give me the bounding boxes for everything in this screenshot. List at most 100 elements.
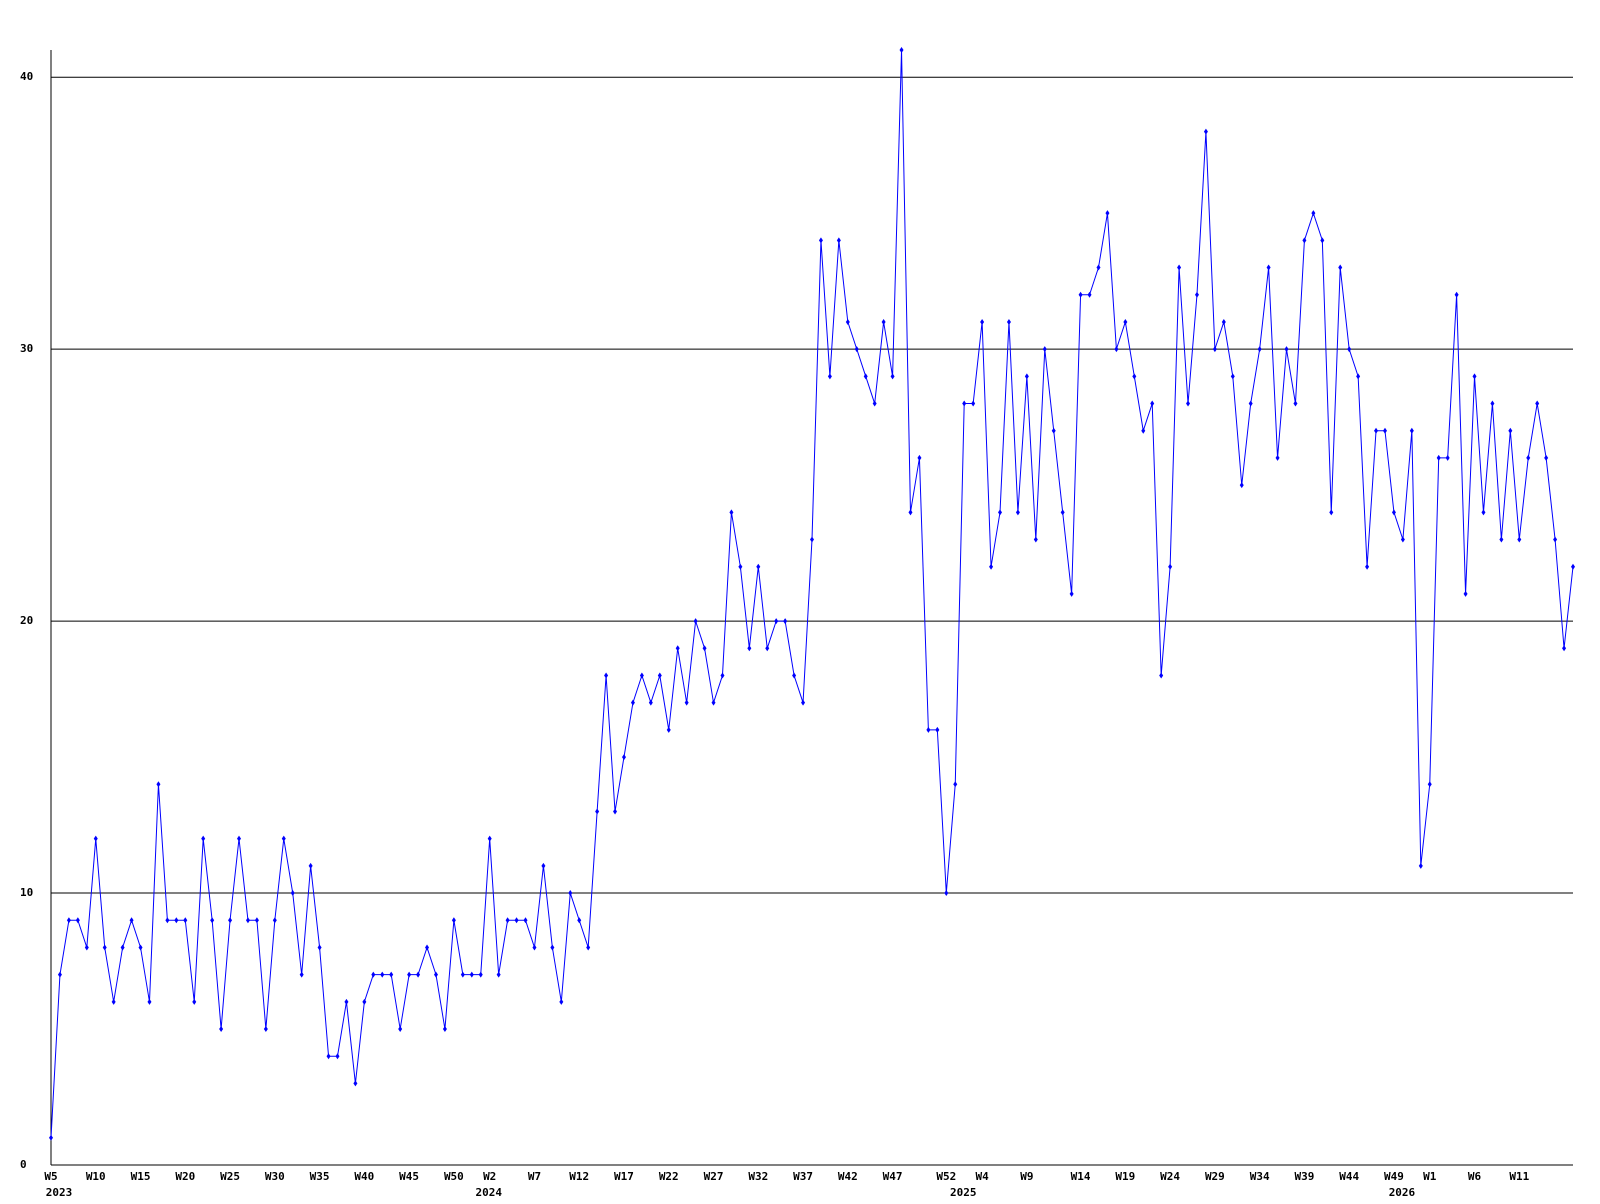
data-point (630, 699, 635, 706)
data-point (559, 998, 564, 1005)
data-point (1078, 291, 1083, 298)
data-point (219, 1026, 224, 1033)
x-year-label: 2024 (475, 1186, 502, 1199)
data-point (1042, 346, 1047, 353)
data-point (595, 808, 600, 815)
data-point (57, 971, 62, 978)
data-point (514, 917, 519, 924)
data-point (1123, 318, 1128, 325)
data-point (290, 890, 295, 897)
x-tick-label: W29 (1205, 1170, 1225, 1183)
data-point (1418, 862, 1423, 869)
data-point (1096, 264, 1101, 271)
data-point (1051, 427, 1056, 434)
x-tick-label: W39 (1294, 1170, 1314, 1183)
data-point (1239, 482, 1244, 489)
x-tick-label: W17 (614, 1170, 634, 1183)
data-point (1320, 237, 1325, 244)
data-point (854, 346, 859, 353)
x-tick-label: W10 (86, 1170, 106, 1183)
data-point (711, 699, 716, 706)
data-point (1168, 563, 1173, 570)
x-year-label: 2026 (1389, 1186, 1416, 1199)
data-point (75, 917, 80, 924)
x-tick-label: W6 (1468, 1170, 1482, 1183)
data-point (66, 917, 71, 924)
data-point (1526, 454, 1531, 461)
x-tick-label: W14 (1071, 1170, 1091, 1183)
data-point (416, 971, 421, 978)
data-point (1114, 346, 1119, 353)
data-point (326, 1053, 331, 1060)
data-point (747, 645, 752, 652)
data-point (872, 400, 877, 407)
x-tick-label: W44 (1339, 1170, 1359, 1183)
data-point (845, 318, 850, 325)
data-point (1150, 400, 1155, 407)
data-point (165, 917, 170, 924)
data-point (1427, 781, 1432, 788)
x-tick-label: W1 (1423, 1170, 1437, 1183)
data-point (908, 509, 913, 516)
data-point (1409, 427, 1414, 434)
data-point (362, 998, 367, 1005)
data-point (496, 971, 501, 978)
data-point (684, 699, 689, 706)
data-point (344, 998, 349, 1005)
data-point (138, 944, 143, 951)
data-point (523, 917, 528, 924)
y-tick-label: 30 (20, 342, 33, 355)
x-tick-label: W22 (659, 1170, 679, 1183)
data-point (460, 971, 465, 978)
x-tick-label: W5 (44, 1170, 57, 1183)
data-point (371, 971, 376, 978)
data-point (111, 998, 116, 1005)
x-tick-label: W34 (1250, 1170, 1270, 1183)
data-point (469, 971, 474, 978)
x-year-label: 2025 (950, 1186, 977, 1199)
x-tick-label: W47 (883, 1170, 903, 1183)
data-point (1248, 400, 1253, 407)
data-point (1481, 509, 1486, 516)
data-point (998, 509, 1003, 516)
x-tick-label: W4 (975, 1170, 989, 1183)
data-point (675, 645, 680, 652)
data-point (1553, 536, 1558, 543)
data-point (935, 726, 940, 733)
data-point (1141, 427, 1146, 434)
series-line (50, 49, 1574, 1138)
data-point (1356, 373, 1361, 380)
x-tick-label: W25 (220, 1170, 240, 1183)
data-point (818, 237, 823, 244)
data-point (980, 318, 985, 325)
data-point (1105, 210, 1110, 217)
data-point (702, 645, 707, 652)
data-point (604, 672, 609, 679)
data-point (729, 509, 734, 516)
data-point (1293, 400, 1298, 407)
x-tick-label: W30 (265, 1170, 285, 1183)
data-point (586, 944, 591, 951)
x-tick-label: W45 (399, 1170, 419, 1183)
data-point (1194, 291, 1199, 298)
data-point (1132, 373, 1137, 380)
data-point (425, 944, 430, 951)
data-point (84, 944, 89, 951)
data-point (738, 563, 743, 570)
data-point (1535, 400, 1540, 407)
x-tick-label: W19 (1115, 1170, 1135, 1183)
data-point (93, 835, 98, 842)
data-point (917, 454, 922, 461)
data-point (577, 917, 582, 924)
data-point (1024, 373, 1029, 380)
data-point (1221, 318, 1226, 325)
data-point (899, 47, 904, 53)
data-point (1517, 536, 1522, 543)
data-point (228, 917, 233, 924)
data-point (953, 781, 958, 788)
data-point (621, 754, 626, 761)
data-point (1015, 509, 1020, 516)
x-tick-label: W40 (354, 1170, 374, 1183)
data-point (147, 998, 152, 1005)
